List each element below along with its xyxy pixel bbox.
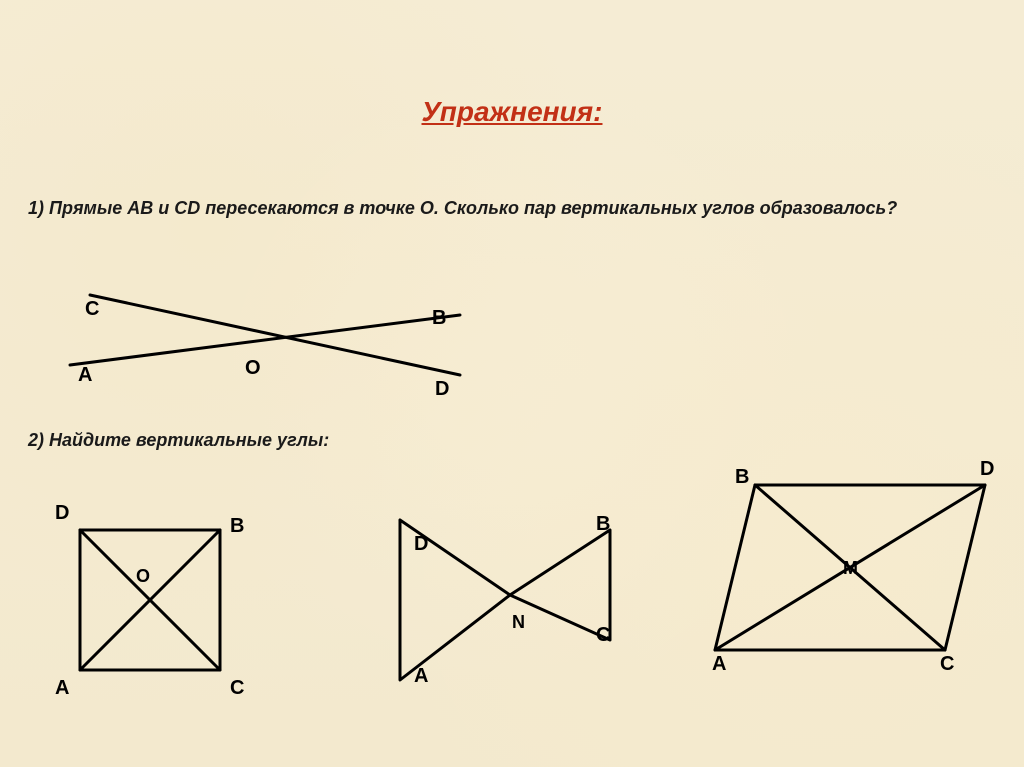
diagram-1-intersecting-lines (60, 275, 470, 395)
d2a-label-C: C (230, 677, 244, 700)
d2b-label-N: N (512, 612, 525, 633)
d2a-label-D: D (55, 502, 69, 525)
d2c-label-B: B (735, 466, 749, 489)
page-title: Упражнения: (0, 96, 1024, 128)
d1-label-O: O (245, 357, 261, 380)
question-2: 2) Найдите вертикальные углы: (28, 430, 329, 451)
d1-label-B: B (432, 307, 446, 330)
d2c-label-D: D (980, 458, 994, 481)
d2b-label-B: B (596, 513, 610, 536)
d2b-label-D: D (414, 533, 428, 556)
d2a-label-O: O (136, 566, 150, 587)
diagram-2a-square (60, 510, 240, 690)
d1-label-C: C (85, 298, 99, 321)
d2a-label-B: B (230, 515, 244, 538)
d1-label-A: A (78, 364, 92, 387)
question-1: 1) Прямые AB и CD пересекаются в точке O… (28, 198, 928, 219)
d2b-label-A: A (414, 665, 428, 688)
d2c-label-A: A (712, 653, 726, 676)
d2b-label-C: C (596, 624, 610, 647)
d1-label-D: D (435, 378, 449, 401)
d2c-label-C: C (940, 653, 954, 676)
d2c-label-M: M (843, 558, 858, 579)
d2a-label-A: A (55, 677, 69, 700)
